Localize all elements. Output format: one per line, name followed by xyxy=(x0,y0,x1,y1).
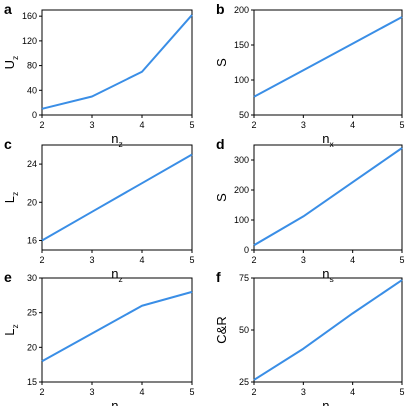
x-tick-label: 2 xyxy=(251,120,256,130)
axes-frame xyxy=(253,144,403,251)
y-axis-label: Lz xyxy=(2,324,20,335)
x-tick-label: 3 xyxy=(89,120,94,130)
panel-label: b xyxy=(216,1,225,17)
y-tick-label: 25 xyxy=(27,308,37,318)
panel-b: b 2 3 4 5 50 100 150 200 nx S xyxy=(214,1,405,149)
y-tick-label: 15 xyxy=(27,377,37,387)
x-tick-label: 4 xyxy=(350,120,355,130)
x-tick-label: 4 xyxy=(350,387,355,397)
x-tick-label: 3 xyxy=(89,387,94,397)
x-axis-label: ns xyxy=(322,266,333,284)
x-tick-label: 3 xyxy=(89,255,94,265)
x-tick-label: 5 xyxy=(189,120,194,130)
x-tick-label: 4 xyxy=(139,387,144,397)
x-tick-label: 5 xyxy=(399,255,404,265)
y-tick-label: 150 xyxy=(234,40,249,50)
y-tick-label: 50 xyxy=(239,325,249,335)
y-tick-label: 120 xyxy=(22,36,37,46)
x-tick-label: 5 xyxy=(399,387,404,397)
y-tick-label: 24 xyxy=(27,159,37,169)
x-tick-label: 2 xyxy=(39,120,44,130)
y-tick-label: 0 xyxy=(244,245,249,255)
x-tick-label: 2 xyxy=(251,255,256,265)
y-tick-label: 50 xyxy=(239,110,249,120)
y-tick-label: 0 xyxy=(32,110,37,120)
y-tick-label: 160 xyxy=(22,11,37,21)
y-tick-label: 80 xyxy=(27,61,37,71)
axes-frame xyxy=(41,9,193,116)
x-tick-label: 2 xyxy=(39,387,44,397)
panel-label: c xyxy=(4,136,12,152)
x-tick-label: 5 xyxy=(399,120,404,130)
y-tick-label: 75 xyxy=(239,273,249,283)
y-tick-label: 30 xyxy=(27,273,37,283)
y-tick-label: 20 xyxy=(27,197,37,207)
y-tick-label: 300 xyxy=(234,155,249,165)
series-line xyxy=(253,279,403,381)
x-tick-label: 3 xyxy=(301,120,306,130)
x-tick-label: 4 xyxy=(350,255,355,265)
series-line xyxy=(253,16,403,98)
x-tick-label: 4 xyxy=(139,255,144,265)
x-axis-label: nz xyxy=(111,266,122,284)
y-tick-label: 200 xyxy=(234,5,249,15)
y-axis-label: S xyxy=(214,58,229,67)
series-line xyxy=(41,14,193,110)
x-tick-label: 4 xyxy=(139,120,144,130)
y-tick-label: 40 xyxy=(27,85,37,95)
series-line xyxy=(41,153,193,242)
x-axis-label: nx xyxy=(111,398,123,406)
x-tick-label: 5 xyxy=(189,387,194,397)
y-tick-label: 20 xyxy=(27,342,37,352)
y-axis-label: S xyxy=(214,193,229,202)
x-axis-label: nz xyxy=(111,131,122,149)
y-tick-label: 16 xyxy=(27,235,37,245)
y-axis-label: Uz xyxy=(2,56,20,70)
axes-frame xyxy=(41,277,193,383)
series-line xyxy=(253,147,403,247)
panel-f: f 2 3 4 5 25 50 75 ns C&R xyxy=(214,269,405,406)
panel-label: e xyxy=(4,269,12,285)
x-tick-label: 3 xyxy=(301,255,306,265)
x-tick-label: 2 xyxy=(39,255,44,265)
y-tick-label: 100 xyxy=(234,215,249,225)
y-tick-label: 100 xyxy=(234,75,249,85)
panel-a: a 2 3 4 5 0 40 80 120 160 nz Uz xyxy=(2,1,195,149)
y-tick-label: 25 xyxy=(239,377,249,387)
y-tick-label: 200 xyxy=(234,185,249,195)
axes-frame xyxy=(253,9,403,116)
panel-label: a xyxy=(4,1,12,17)
x-tick-label: 5 xyxy=(189,255,194,265)
y-axis-label: Lz xyxy=(2,192,20,203)
x-axis-label: ns xyxy=(322,398,333,406)
panel-label: d xyxy=(216,136,225,152)
panel-label: f xyxy=(216,269,221,285)
x-axis-label: nx xyxy=(322,131,334,149)
panel-e: e 2 3 4 5 15 20 25 30 nx Lz xyxy=(2,269,195,406)
x-tick-label: 3 xyxy=(301,387,306,397)
axes-frame xyxy=(41,144,193,251)
panel-c: c 2 3 4 5 16 20 24 nz Lz xyxy=(2,136,195,284)
panel-d: d 2 3 4 5 0 100 200 300 ns S xyxy=(214,136,405,284)
y-axis-label: C&R xyxy=(214,316,229,343)
x-tick-label: 2 xyxy=(251,387,256,397)
series-line xyxy=(41,290,193,363)
